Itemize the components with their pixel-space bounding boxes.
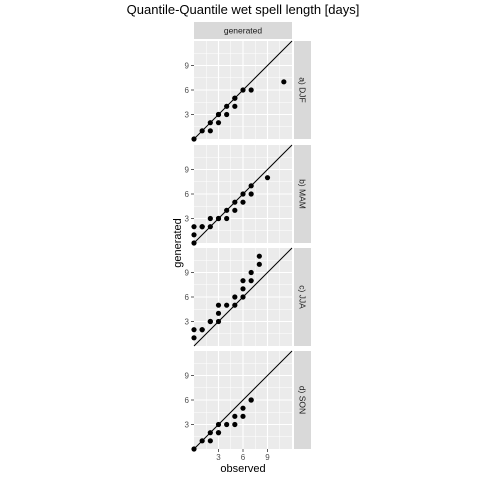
- y-tick-label: 3: [185, 111, 190, 120]
- panel-b-mam: 3 6 9 b) MAM: [185, 145, 311, 246]
- data-point: [257, 254, 262, 259]
- data-point: [249, 278, 254, 283]
- panel-strip-label: c) JJA: [298, 285, 308, 309]
- data-point: [216, 422, 221, 427]
- data-point: [208, 438, 213, 443]
- x-tick-label: 9: [265, 453, 270, 462]
- y-tick-label: 9: [185, 62, 190, 71]
- data-point: [249, 397, 254, 402]
- x-axis-title: observed: [220, 463, 265, 475]
- data-point: [200, 327, 205, 332]
- column-strip-label: generated: [224, 26, 263, 36]
- data-point: [232, 303, 237, 308]
- panel-strip-label: b) MAM: [298, 179, 308, 209]
- data-point: [232, 200, 237, 205]
- data-point: [232, 422, 237, 427]
- facet-panels: 3 6 9 a) DJF 3 6 9 b) MAM 3 6 9 c) JJA 3 6 9 d) SON: [185, 41, 311, 452]
- data-point: [208, 128, 213, 133]
- data-point: [191, 224, 196, 229]
- data-point: [191, 232, 196, 237]
- panel-strip-label: a) DJF: [298, 77, 308, 103]
- data-point: [200, 438, 205, 443]
- data-point: [224, 303, 229, 308]
- data-point: [240, 406, 245, 411]
- data-point: [249, 270, 254, 275]
- data-point: [191, 446, 196, 451]
- data-point: [249, 191, 254, 196]
- x-tick-label: 3: [216, 453, 221, 462]
- panel-d-son: 3 6 9 d) SON: [185, 351, 311, 452]
- data-point: [216, 319, 221, 324]
- x-tick-label: 6: [241, 453, 246, 462]
- data-point: [216, 311, 221, 316]
- data-point: [232, 294, 237, 299]
- data-point: [208, 319, 213, 324]
- data-point: [281, 79, 286, 84]
- y-tick-label: 6: [185, 293, 190, 302]
- data-point: [240, 294, 245, 299]
- data-point: [232, 96, 237, 101]
- y-tick-label: 6: [185, 190, 190, 199]
- data-point: [216, 112, 221, 117]
- data-point: [232, 414, 237, 419]
- data-point: [240, 414, 245, 419]
- data-point: [208, 430, 213, 435]
- data-point: [191, 240, 196, 245]
- data-point: [249, 87, 254, 92]
- data-point: [208, 216, 213, 221]
- panel-a-djf: 3 6 9 a) DJF: [185, 41, 311, 142]
- y-tick-label: 9: [185, 372, 190, 381]
- data-point: [191, 327, 196, 332]
- panel-c-jja: 3 6 9 c) JJA: [185, 248, 311, 346]
- data-point: [216, 216, 221, 221]
- data-point: [216, 430, 221, 435]
- y-tick-label: 3: [185, 215, 190, 224]
- data-point: [240, 191, 245, 196]
- data-point: [216, 120, 221, 125]
- data-point: [249, 183, 254, 188]
- y-tick-label: 6: [185, 396, 190, 405]
- data-point: [224, 216, 229, 221]
- y-tick-label: 9: [185, 166, 190, 175]
- y-tick-label: 9: [185, 269, 190, 278]
- data-point: [257, 262, 262, 267]
- panel-strip-label: d) SON: [298, 386, 308, 414]
- data-point: [240, 286, 245, 291]
- data-point: [191, 335, 196, 340]
- data-point: [265, 175, 270, 180]
- chart-title: Quantile-Quantile wet spell length [days…: [127, 2, 360, 17]
- data-point: [200, 224, 205, 229]
- data-point: [208, 120, 213, 125]
- data-point: [224, 112, 229, 117]
- data-point: [240, 200, 245, 205]
- data-point: [232, 104, 237, 109]
- column-strip: generated: [194, 22, 292, 39]
- data-point: [240, 278, 245, 283]
- data-point: [224, 422, 229, 427]
- y-tick-label: 3: [185, 421, 190, 430]
- data-point: [224, 104, 229, 109]
- y-tick-label: 3: [185, 318, 190, 327]
- data-point: [232, 208, 237, 213]
- data-point: [216, 303, 221, 308]
- data-point: [200, 128, 205, 133]
- data-point: [224, 208, 229, 213]
- data-point: [191, 136, 196, 141]
- y-tick-label: 6: [185, 86, 190, 95]
- data-point: [240, 87, 245, 92]
- y-axis-title: generated: [172, 218, 184, 268]
- x-axis-ticks: 3 6 9: [216, 449, 270, 462]
- data-point: [208, 224, 213, 229]
